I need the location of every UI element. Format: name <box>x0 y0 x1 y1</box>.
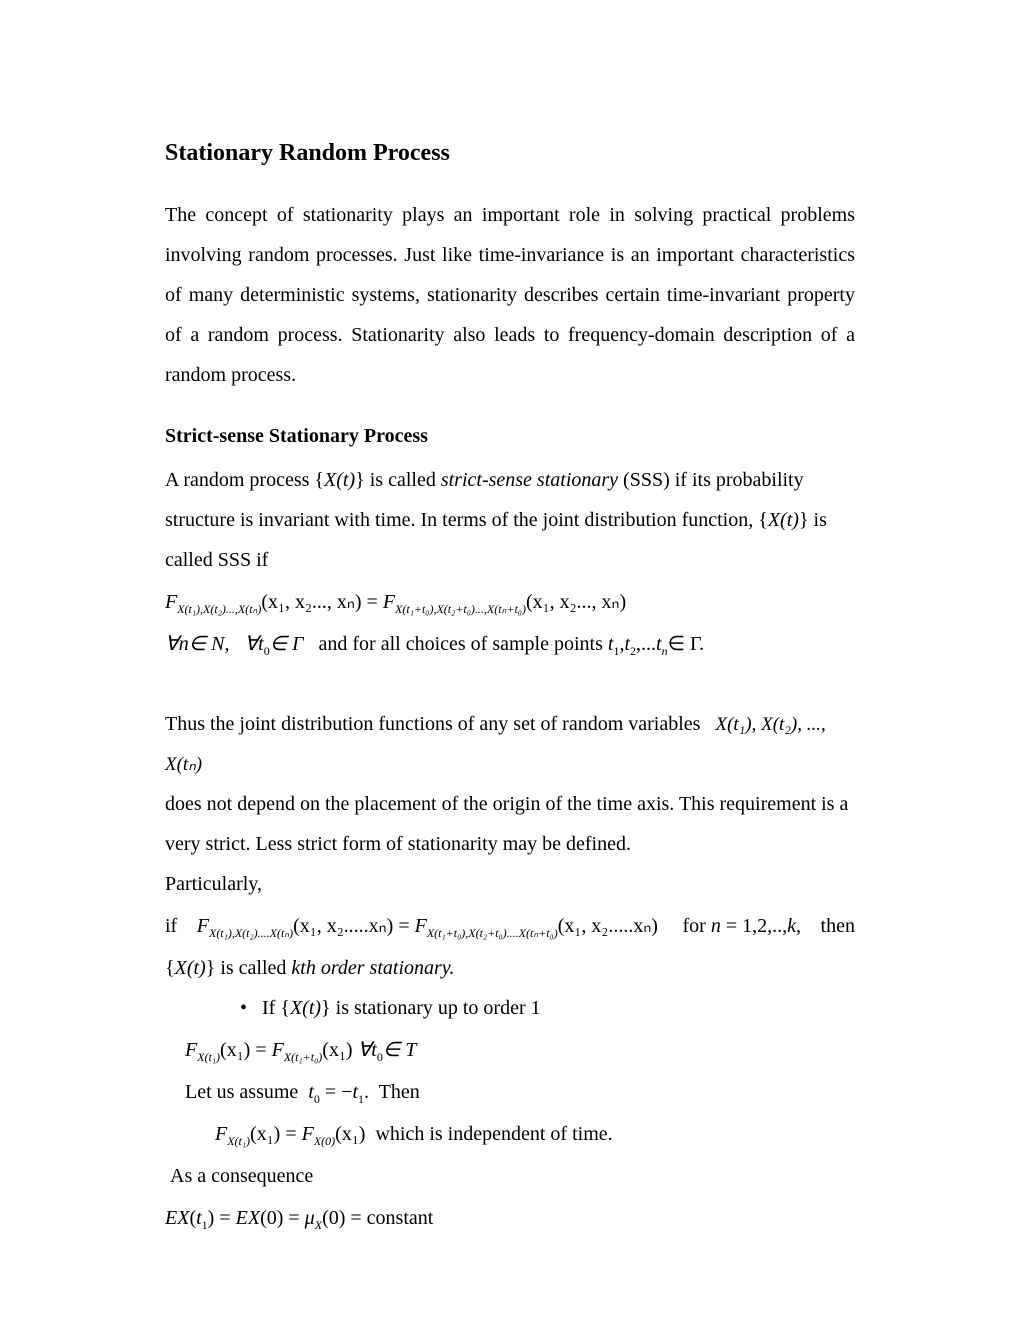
eq: = <box>362 591 383 613</box>
text: Thus the joint distribution functions of… <box>165 713 700 735</box>
brace: } <box>206 957 216 979</box>
subscript: X(t₁+t₀) <box>284 1050 322 1064</box>
kth-term: kth order stationary. <box>291 957 454 979</box>
subscript: X(t₁+t₀),X(t₂+t₀)...,X(tₙ+t₀) <box>395 602 526 616</box>
x-of-t: X(t) <box>768 509 799 531</box>
F: F <box>185 1039 197 1061</box>
brace: } <box>321 997 331 1019</box>
paragraph-def-1: A random process {X(t)} is called strict… <box>165 460 855 500</box>
eq: = <box>280 1123 301 1145</box>
for-n: for n = 1,2,..,k, <box>678 906 802 946</box>
F: F <box>197 915 209 937</box>
subscript: X(t₁) <box>197 1050 220 1064</box>
paragraph-def-3: called SSS if <box>165 540 855 580</box>
tail: which is independent of time. <box>375 1123 612 1145</box>
args: (x₁) <box>335 1123 365 1145</box>
args: (x₁) <box>250 1123 280 1145</box>
formula-body: FX(t₁),X(t₂)....X(tₙ)(x₁, x₂.....xₙ) = F… <box>197 904 658 948</box>
subscript: X <box>315 1218 322 1232</box>
formula-independent: FX(t₁)(x₁) = FX(0)(x₁) which is independ… <box>215 1112 855 1156</box>
brace: { <box>758 509 768 531</box>
bullet-order-1: • If {X(t)} is stationary up to order 1 <box>240 988 855 1028</box>
F: F <box>302 1123 314 1145</box>
spacer <box>365 1123 375 1145</box>
subscript: X(t₁) <box>227 1134 250 1148</box>
eq: = <box>393 915 414 937</box>
text: and for all choices of sample points <box>319 633 608 655</box>
formula-order-1: FX(t₁)(x₁) = FX(t₁+t₀)(x₁) ∀t0∈ T <box>185 1028 855 1072</box>
formula-expectation: EX(t1) = EX(0) = μX(0) = constant <box>165 1196 855 1240</box>
paragraph-assume: Let us assume t0 = −t1. Then <box>185 1072 855 1112</box>
sss-term: strict-sense stationary <box>441 469 618 491</box>
x-of-t: X(t) <box>324 469 355 491</box>
paragraph-def-2: structure is invariant with time. In ter… <box>165 500 855 540</box>
text: structure is invariant with time. In ter… <box>165 509 758 531</box>
text: is <box>809 509 827 531</box>
eq: = <box>250 1039 271 1061</box>
subscript: X(t₁+t₀),X(t₂+t₀)....X(tₙ+t₀) <box>427 926 558 940</box>
paragraph-particularly: Particularly, <box>165 864 855 904</box>
brace: { <box>280 997 290 1019</box>
args: (x₁) <box>220 1039 250 1061</box>
F: F <box>215 1123 227 1145</box>
brace: { <box>314 469 324 491</box>
text: (SSS) if its probability <box>618 469 804 491</box>
brace: } <box>355 469 365 491</box>
page-title: Stationary Random Process <box>165 140 855 167</box>
text: EX(t1) = EX(0) = μ <box>165 1207 315 1229</box>
text: is called <box>365 469 441 491</box>
x-of-t: X(t) <box>290 997 321 1019</box>
tail: ∀t0∈ T <box>353 1039 417 1061</box>
F: F <box>415 915 427 937</box>
intro-paragraph: The concept of stationarity plays an imp… <box>165 195 855 395</box>
tail: (0) = constant <box>322 1207 433 1229</box>
subscript: X(t₁),X(t₂)...,X(tₙ) <box>177 602 261 616</box>
x-of-t: X(t) <box>175 957 206 979</box>
subheading-sss: Strict-sense Stationary Process <box>165 425 855 448</box>
args: (x₁, x₂.....xₙ) <box>558 915 658 937</box>
F: F <box>272 1039 284 1061</box>
text: is called <box>215 957 291 979</box>
text: is stationary up to order 1 <box>331 997 541 1019</box>
args: (x₁, x₂..., xₙ) <box>526 591 626 613</box>
args: (x₁) <box>322 1039 352 1061</box>
if-label: if <box>165 906 177 946</box>
brace: } <box>799 509 809 531</box>
document-page: Stationary Random Process The concept of… <box>0 0 1020 1320</box>
paragraph-kth: {X(t)} is called kth order stationary. <box>165 948 855 988</box>
text: ∀n∈ N, ∀t0∈ Γ <box>165 633 319 655</box>
formula-joint-dist: FX(t₁),X(t₂)...,X(tₙ)(x₁, x₂..., xₙ) = F… <box>165 580 855 624</box>
spacer <box>700 713 715 735</box>
bullet-icon: • <box>240 997 262 1019</box>
subscript: X(0) <box>314 1134 335 1148</box>
then-label: then <box>821 906 855 946</box>
text: Let us assume <box>185 1081 308 1103</box>
F: F <box>165 591 177 613</box>
paragraph-strict: does not depend on the placement of the … <box>165 784 855 864</box>
brace: { <box>165 957 175 979</box>
paragraph-consequence: As a consequence <box>170 1156 855 1196</box>
formula-kth-order: if FX(t₁),X(t₂)....X(tₙ)(x₁, x₂.....xₙ) … <box>165 904 855 948</box>
args: (x₁, x₂.....xₙ) <box>293 915 393 937</box>
text: A random process <box>165 469 314 491</box>
text: If <box>262 997 280 1019</box>
F: F <box>383 591 395 613</box>
formula-condition: ∀n∈ N, ∀t0∈ Γ and for all choices of sam… <box>165 624 855 664</box>
args: (x₁, x₂..., xₙ) <box>261 591 361 613</box>
subscript: X(t₁),X(t₂)....X(tₙ) <box>209 926 293 940</box>
paragraph-joint: Thus the joint distribution functions of… <box>165 704 855 784</box>
